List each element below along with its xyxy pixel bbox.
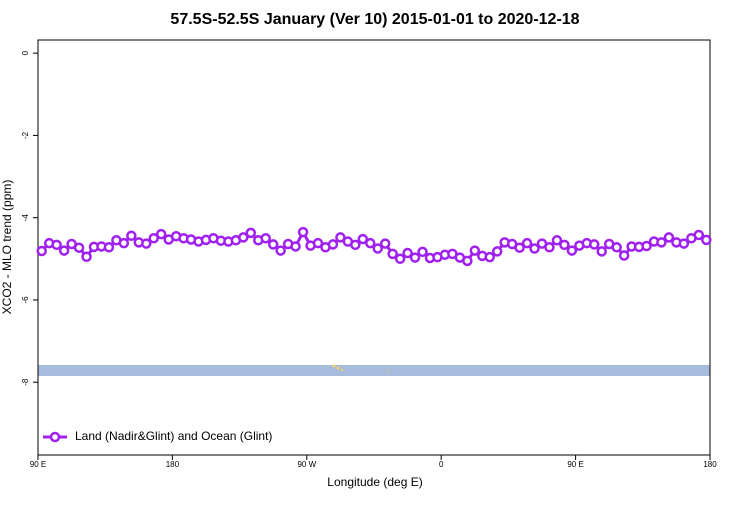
point <box>402 247 413 259</box>
point <box>409 252 421 263</box>
point <box>36 245 47 257</box>
point <box>290 241 301 252</box>
point <box>245 227 257 239</box>
point <box>73 242 85 253</box>
y-tick-label: -8 <box>21 378 30 386</box>
point <box>462 255 473 267</box>
legend-marker <box>49 431 61 443</box>
point <box>618 250 630 261</box>
point <box>514 242 525 253</box>
point <box>417 246 428 258</box>
point <box>148 232 159 244</box>
x-tick-label: 180 <box>703 460 717 469</box>
point <box>260 232 271 244</box>
x-axis-label: Longitude (deg E) <box>327 475 422 489</box>
y-tick-label: 0 <box>21 50 30 55</box>
x-tick-label: 90 W <box>297 460 316 469</box>
x-tick-label: 0 <box>439 460 444 469</box>
point <box>126 230 137 242</box>
speck <box>336 366 340 370</box>
point <box>656 237 667 248</box>
y-tick-label: -4 <box>21 214 30 222</box>
y-tick-label: -2 <box>21 131 30 139</box>
point <box>155 228 167 240</box>
point <box>589 239 600 250</box>
speck <box>332 364 336 368</box>
point <box>327 239 339 250</box>
point <box>596 246 607 257</box>
y-tick-label: -6 <box>21 296 30 304</box>
point <box>469 245 481 256</box>
x-tick-label: 180 <box>166 460 180 469</box>
y-axis-label: XCO2 - MLO trend (ppm) <box>0 180 14 315</box>
point <box>365 237 376 249</box>
point <box>297 226 309 238</box>
point <box>275 245 286 256</box>
point <box>551 235 563 246</box>
point <box>484 251 495 263</box>
x-tick-label: 90 E <box>30 460 46 469</box>
point <box>641 240 652 252</box>
speck <box>340 368 344 372</box>
point <box>521 237 533 249</box>
point <box>238 232 249 243</box>
point <box>544 242 555 253</box>
surface-band <box>38 365 710 376</box>
point <box>611 242 622 253</box>
point <box>379 238 391 249</box>
point <box>559 239 570 251</box>
point <box>693 229 705 241</box>
point <box>678 238 690 249</box>
point <box>118 237 130 249</box>
point <box>394 253 406 265</box>
point <box>81 251 92 263</box>
point <box>51 239 62 251</box>
point <box>335 232 346 243</box>
point <box>491 246 503 257</box>
point <box>701 234 712 246</box>
point <box>357 233 369 245</box>
x-tick-label: 90 E <box>567 460 583 469</box>
point <box>312 237 324 249</box>
chart-title: 57.5S-52.5S January (Ver 10) 2015-01-01 … <box>170 11 579 28</box>
point <box>566 245 578 256</box>
point <box>103 242 115 253</box>
point <box>350 239 361 251</box>
point <box>58 245 70 256</box>
legend-label: Land (Nadir&Glint) and Ocean (Glint) <box>75 429 272 443</box>
point <box>387 248 398 260</box>
point <box>267 239 279 250</box>
point <box>141 238 152 249</box>
point <box>529 243 540 254</box>
speck <box>387 370 389 372</box>
point <box>372 243 383 254</box>
point <box>663 232 675 243</box>
